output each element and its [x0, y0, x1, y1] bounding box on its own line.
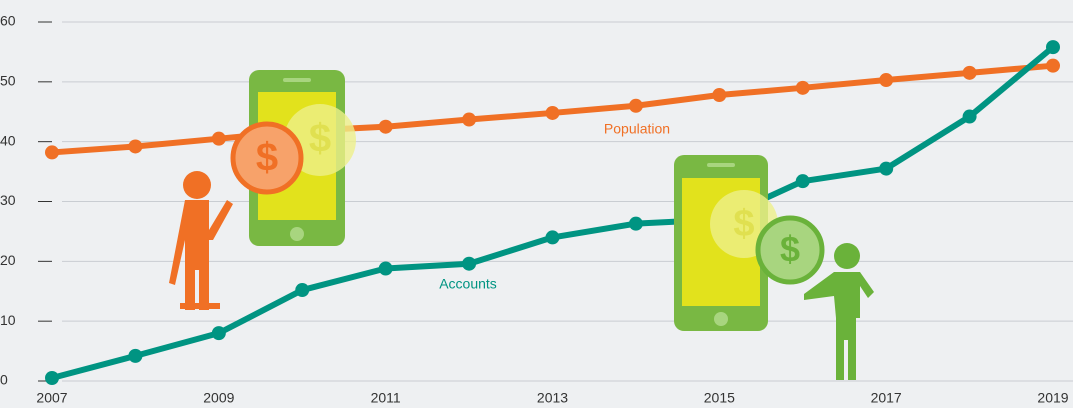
x-tick-label: 2019: [1037, 390, 1068, 406]
data-point: [45, 371, 59, 385]
data-point: [796, 81, 810, 95]
x-tick-label: 2017: [871, 390, 902, 406]
data-point: [212, 132, 226, 146]
data-point: [379, 262, 393, 276]
series-label: Accounts: [439, 276, 497, 292]
chart: 0 10 20 30 40 50 60 2007 2009 2011 2013 2015 2017 201…: [0, 0, 1073, 408]
data-point: [212, 326, 226, 340]
x-tick-label: 2015: [704, 390, 735, 406]
data-point: [379, 120, 393, 134]
svg-text:$: $: [733, 203, 754, 245]
y-tick-label: 20: [0, 252, 16, 268]
data-point: [879, 73, 893, 87]
data-point: [1046, 40, 1060, 54]
data-point: [295, 283, 309, 297]
data-point: [629, 217, 643, 231]
svg-text:$: $: [256, 136, 278, 180]
data-point: [462, 257, 476, 271]
data-point: [629, 99, 643, 113]
data-point: [546, 106, 560, 120]
y-tick-label: 40: [0, 132, 16, 148]
x-tick-label: 2007: [36, 390, 67, 406]
series-label: Population: [604, 121, 670, 137]
data-point: [1046, 59, 1060, 73]
x-tick-label: 2011: [371, 390, 401, 406]
data-point: [879, 162, 893, 176]
x-tick-label: 2013: [537, 390, 568, 406]
data-point: [45, 145, 59, 159]
y-tick-label: 0: [0, 372, 8, 388]
svg-text:$: $: [780, 229, 800, 270]
data-point: [128, 139, 142, 153]
y-tick-label: 30: [0, 192, 16, 208]
data-point: [128, 349, 142, 363]
y-tick-label: 60: [0, 13, 16, 29]
data-point: [963, 110, 977, 124]
y-tick-label: 50: [0, 73, 16, 89]
data-point: [462, 113, 476, 127]
page: {"chart_data": {"type": "line", "x": [20…: [0, 0, 1073, 408]
data-point: [796, 174, 810, 188]
y-tick-label: 10: [0, 312, 16, 328]
data-point: [712, 88, 726, 102]
data-point: [963, 66, 977, 80]
x-tick-label: 2009: [203, 390, 234, 406]
plot-area: 0 10 20 30 40 50 60 2007 2009 2011 2013 2015 2017 201…: [0, 13, 1073, 406]
svg-text:$: $: [309, 117, 331, 161]
data-point: [546, 230, 560, 244]
